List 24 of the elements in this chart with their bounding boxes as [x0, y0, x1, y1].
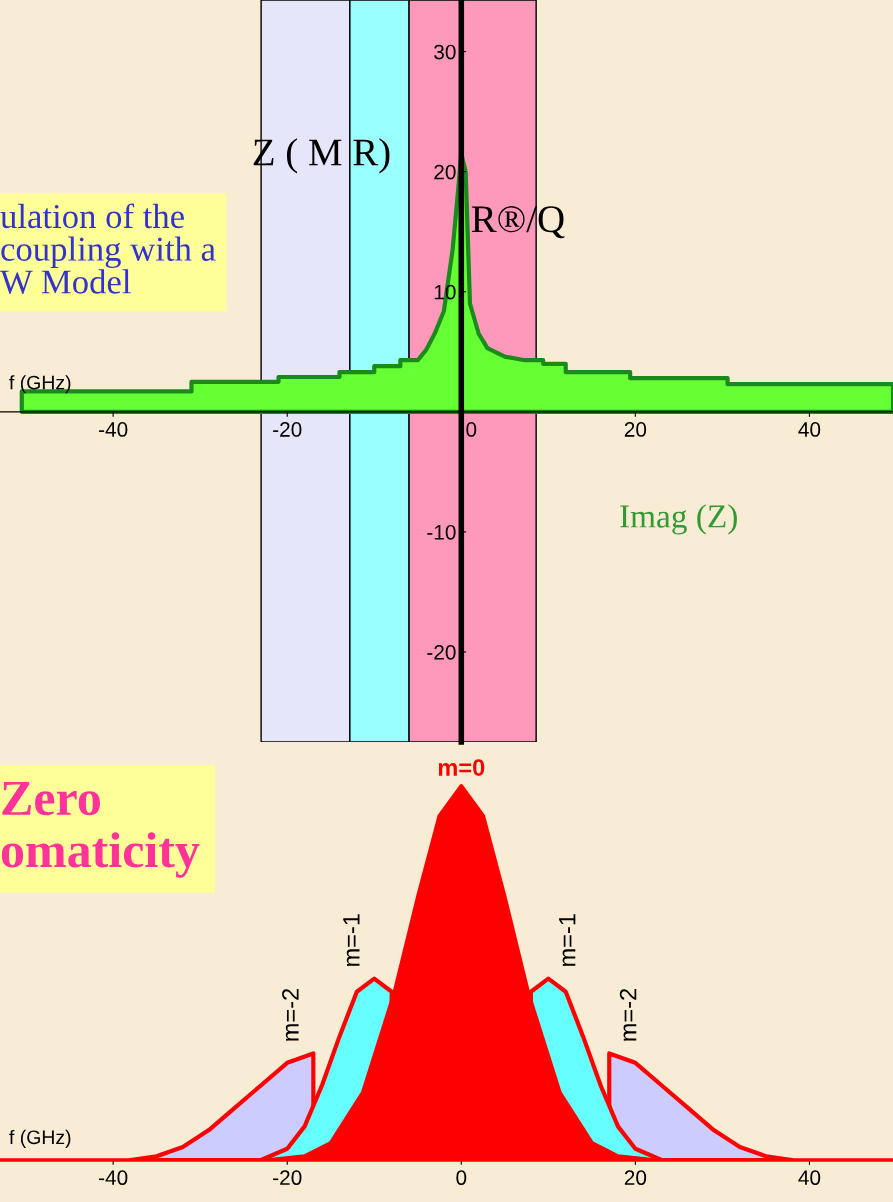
x-tick-label: 0 [466, 422, 477, 437]
x-tick-label: 20 [624, 1170, 647, 1186]
x-tick-label: -40 [99, 1170, 128, 1186]
x-tick-label: -40 [99, 422, 128, 437]
x-tick-label: -20 [273, 1170, 302, 1186]
y-tick-label: 20 [434, 164, 456, 180]
text: m=-2 [619, 988, 637, 1041]
y-tick-label: -10 [427, 524, 456, 540]
series-label: m=0 [438, 759, 485, 776]
annotation: Zero omaticity [1, 781, 200, 878]
y-tick-label: 30 [434, 44, 456, 60]
y-tick-label: 10 [434, 284, 456, 300]
x-tick-label: 20 [624, 422, 647, 437]
x-tick-label: 0 [456, 1170, 467, 1186]
text: m=-1 [343, 914, 360, 966]
x-tick-label: 40 [798, 422, 821, 437]
x-tick-label: -20 [273, 422, 302, 437]
x-tick-label: 40 [798, 1170, 821, 1186]
annotation: ulation of the coupling with a W Model [0, 203, 216, 294]
text: m=-2 [282, 988, 299, 1041]
x-axis-title: f (GHz) [9, 1129, 71, 1148]
y-tick-label: -20 [427, 644, 456, 660]
annotation: Imag (Z) [620, 504, 737, 535]
text: m=-1 [559, 914, 576, 966]
